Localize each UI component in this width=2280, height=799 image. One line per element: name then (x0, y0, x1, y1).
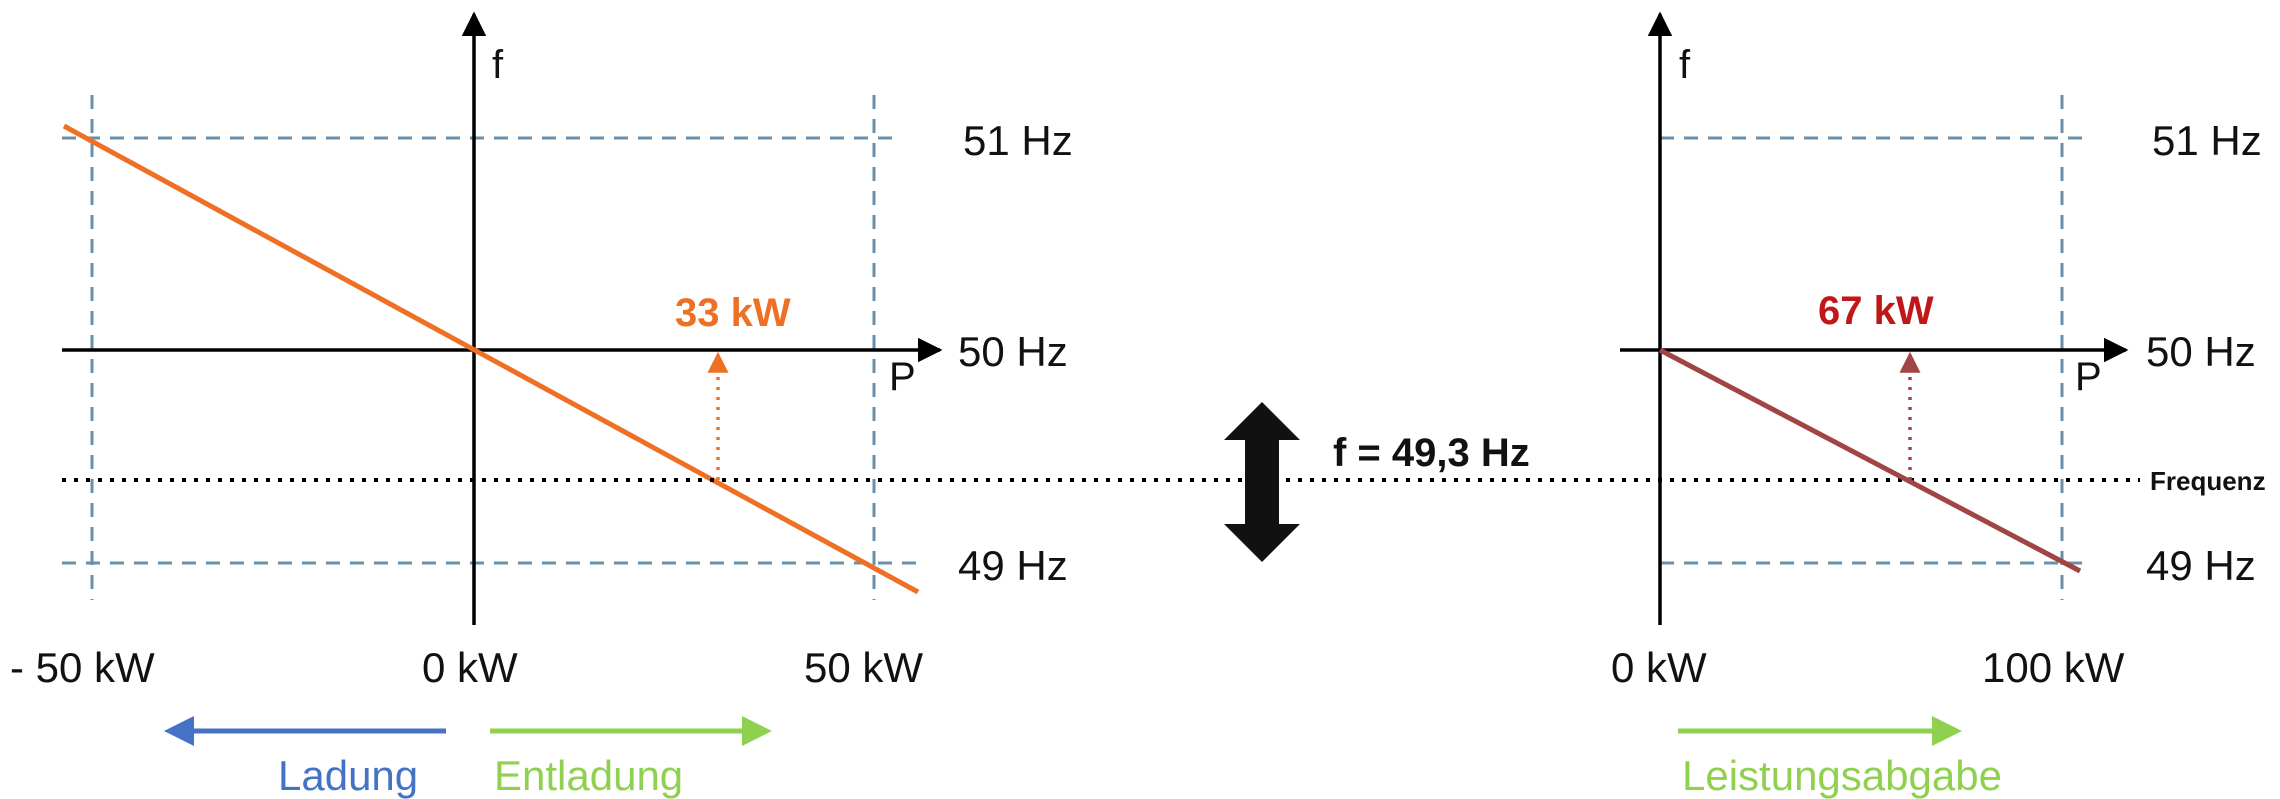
left-0kw-label: 0 kW (422, 644, 518, 691)
right-51hz-label: 51 Hz (2152, 117, 2262, 164)
right-50hz-label: 50 Hz (2146, 328, 2256, 375)
right-panel: f P 51 Hz 50 Hz 49 Hz 67 kW 0 kW 100 kW … (1611, 11, 2262, 799)
right-0kw-label: 0 kW (1611, 644, 1707, 691)
right-49hz-label: 49 Hz (2146, 542, 2256, 589)
right-result-value: 67 kW (1818, 289, 1934, 333)
frequency-readout: f = 49,3 Hz (1333, 431, 1530, 475)
entladung-label: Entladung (494, 752, 683, 799)
right-droop-curve (1658, 347, 2082, 574)
left-result-value: 33 kW (675, 291, 791, 335)
left-50kw-label: 50 kW (804, 644, 923, 691)
right-axis-p-label: P (2075, 355, 2102, 399)
right-axis-f-label: f (1679, 43, 1691, 87)
left-minus50kw-label: - 50 kW (10, 644, 155, 691)
right-100kw-label: 100 kW (1982, 644, 2125, 691)
left-51hz-label: 51 Hz (963, 117, 1073, 164)
left-49hz-label: 49 Hz (958, 542, 1068, 589)
frequenz-line-label: Frequenz (2150, 466, 2266, 496)
ladung-label: Ladung (278, 752, 418, 799)
left-droop-curve (62, 123, 920, 595)
double-headed-arrow-icon (1224, 402, 1300, 562)
left-panel: f P 51 Hz 50 Hz 49 Hz 33 kW - 50 kW 0 kW… (10, 11, 1073, 799)
left-axis-f-label: f (492, 43, 504, 87)
leistungsabgabe-label: Leistungsabgabe (1682, 752, 2002, 799)
left-50hz-label: 50 Hz (958, 328, 1068, 375)
left-axis-p-label: P (889, 355, 916, 399)
center-section: f = 49,3 Hz Frequenz (62, 402, 2266, 562)
